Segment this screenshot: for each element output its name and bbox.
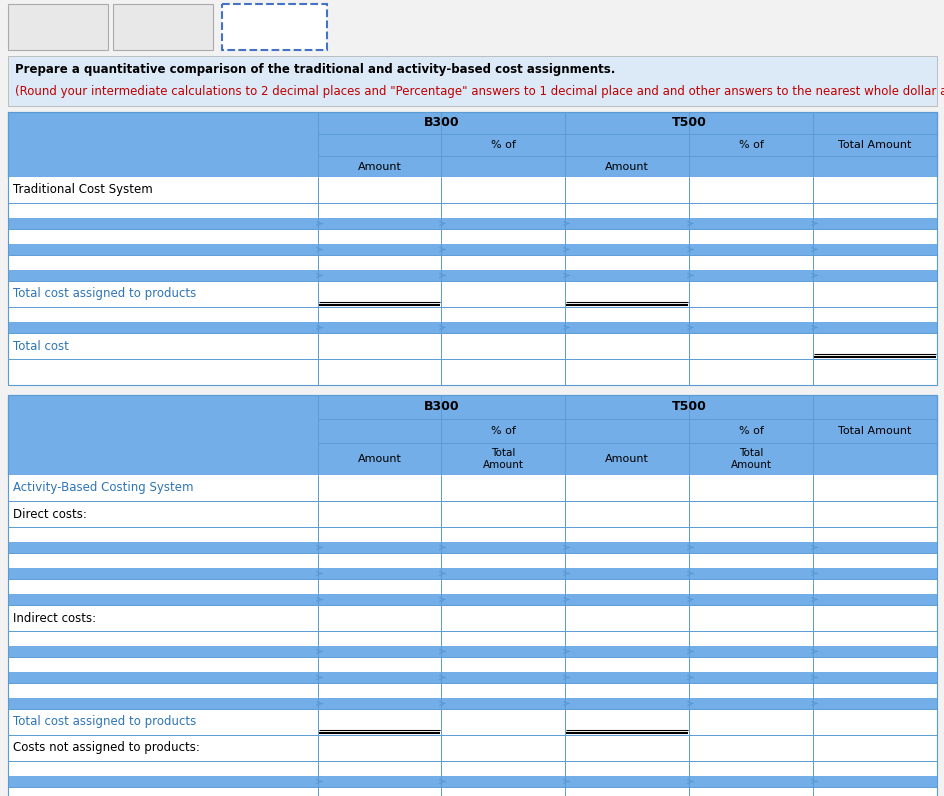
Bar — [8, 787, 936, 796]
Text: B300: B300 — [423, 400, 459, 413]
Bar — [8, 333, 936, 359]
Bar — [8, 281, 936, 307]
Bar — [8, 672, 936, 683]
Bar — [8, 709, 936, 735]
Bar — [8, 359, 936, 385]
Bar — [113, 4, 212, 50]
Bar — [8, 698, 936, 709]
Bar — [8, 4, 108, 50]
Bar — [8, 501, 936, 527]
Bar — [8, 229, 936, 244]
Bar — [8, 568, 936, 579]
Bar — [8, 579, 936, 594]
Bar — [8, 255, 936, 270]
Text: Total
Amount: Total Amount — [730, 448, 770, 470]
Text: % of: % of — [490, 426, 514, 436]
Bar — [8, 776, 936, 787]
Bar — [8, 307, 936, 322]
Text: Indirect costs:: Indirect costs: — [13, 611, 96, 625]
Text: Required 3: Required 3 — [241, 21, 308, 33]
Bar — [8, 112, 936, 177]
Bar — [8, 218, 936, 229]
Bar — [8, 735, 936, 761]
Text: Traditional Cost System: Traditional Cost System — [13, 184, 153, 197]
Bar — [8, 203, 936, 218]
Bar — [8, 270, 936, 281]
Bar — [8, 657, 936, 672]
Text: Amount: Amount — [357, 162, 401, 171]
Bar — [8, 605, 936, 631]
Bar — [8, 553, 936, 568]
Bar — [8, 244, 936, 255]
Bar — [8, 56, 936, 106]
Bar — [8, 177, 936, 203]
Bar — [8, 631, 936, 646]
Text: Required 2: Required 2 — [129, 21, 196, 33]
Text: Amount: Amount — [357, 454, 401, 464]
Text: Total Amount: Total Amount — [837, 426, 911, 436]
Text: T500: T500 — [671, 400, 706, 413]
Bar — [8, 322, 936, 333]
Text: % of: % of — [738, 140, 763, 150]
Text: Total
Amount: Total Amount — [482, 448, 523, 470]
Text: Activity-Based Costing System: Activity-Based Costing System — [13, 482, 194, 494]
Bar — [8, 594, 936, 605]
Bar — [8, 475, 936, 501]
Text: Total cost assigned to products: Total cost assigned to products — [13, 716, 196, 728]
Text: Prepare a quantitative comparison of the traditional and activity-based cost ass: Prepare a quantitative comparison of the… — [15, 64, 615, 76]
Bar — [8, 542, 936, 553]
Text: Amount: Amount — [604, 454, 649, 464]
Text: Total cost: Total cost — [13, 340, 69, 353]
Text: % of: % of — [738, 426, 763, 436]
Text: T500: T500 — [671, 116, 706, 130]
Text: Amount: Amount — [604, 162, 649, 171]
Text: Total cost assigned to products: Total cost assigned to products — [13, 287, 196, 301]
Text: B300: B300 — [423, 116, 459, 130]
Text: % of: % of — [490, 140, 514, 150]
Bar — [8, 683, 936, 698]
Text: Direct costs:: Direct costs: — [13, 508, 87, 521]
Bar — [8, 761, 936, 776]
Text: Required 1: Required 1 — [24, 21, 92, 33]
Bar — [222, 4, 327, 50]
Text: (Round your intermediate calculations to 2 decimal places and "Percentage" answe: (Round your intermediate calculations to… — [15, 84, 944, 97]
Bar — [8, 527, 936, 542]
Bar — [8, 395, 936, 475]
Text: Total Amount: Total Amount — [837, 140, 911, 150]
Bar — [8, 646, 936, 657]
Text: Costs not assigned to products:: Costs not assigned to products: — [13, 742, 200, 755]
